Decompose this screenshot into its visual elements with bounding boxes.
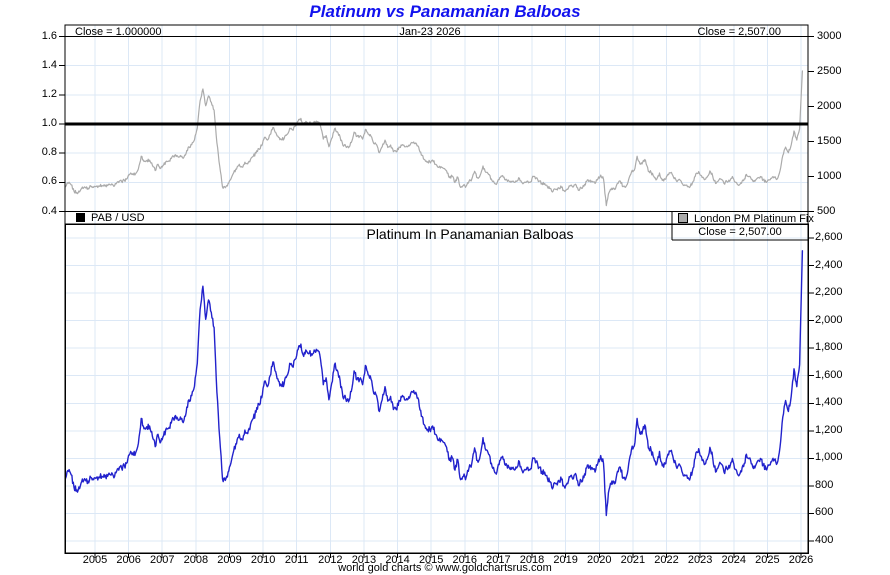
top-close-right-label: Close = 2,507.00 xyxy=(697,26,781,38)
x-axis-year-label: 2009 xyxy=(217,554,242,566)
bottom-right-axis-tick-label: 2,000 xyxy=(815,313,843,326)
x-axis-year-label: 2010 xyxy=(250,554,276,566)
top-left-axis-tick-label: 1.6 xyxy=(41,29,57,42)
x-axis-year-label: 2019 xyxy=(553,554,578,566)
pab-usd-swatch-icon xyxy=(76,213,85,222)
x-axis-year-label: 2012 xyxy=(318,554,343,566)
page-title: Platinum vs Panamanian Balboas xyxy=(309,2,581,21)
x-axis-year-label: 2013 xyxy=(351,554,377,566)
x-axis-year-label: 2017 xyxy=(486,554,511,566)
bottom-panel-title: Platinum In Panamanian Balboas xyxy=(366,226,574,242)
x-axis-year-label: 2006 xyxy=(116,554,141,566)
x-axis-year-label: 2008 xyxy=(183,554,209,566)
top-left-axis-tick-label: 0.8 xyxy=(41,146,57,159)
x-axis-year-label: 2024 xyxy=(721,554,746,566)
bottom-right-axis-tick-label: 1,000 xyxy=(815,451,843,464)
top-right-axis-tick-label: 1000 xyxy=(817,169,842,182)
x-axis-year-label: 2007 xyxy=(149,554,175,566)
top-left-axis-tick-label: 1.0 xyxy=(41,117,57,129)
x-axis-year-label: 2011 xyxy=(284,554,309,566)
top-right-axis-tick-label: 2500 xyxy=(817,64,842,77)
bottom-right-axis-tick-label: 1,200 xyxy=(815,423,843,436)
bottom-right-axis-tick-label: 1,600 xyxy=(815,368,843,381)
bottom-close-label: Close = 2,507.00 xyxy=(698,226,782,238)
x-axis-year-label: 2023 xyxy=(687,554,713,566)
bottom-right-axis-tick-label: 2,400 xyxy=(815,258,843,271)
footer-credit: world gold charts © www.goldchartsrus.co… xyxy=(338,562,552,574)
bottom-right-axis-tick-label: 1,800 xyxy=(815,341,843,354)
platinum-fix-legend-label: London PM Platinum Fix xyxy=(694,213,814,225)
top-left-axis-tick-label: 1.4 xyxy=(41,58,57,71)
top-left-axis-tick-label: 0.4 xyxy=(41,204,57,217)
x-axis-year-label: 2014 xyxy=(385,554,410,566)
chart-date-label: Jan-23 2026 xyxy=(399,26,461,38)
x-axis-year-label: 2016 xyxy=(452,554,478,566)
top-right-axis-tick-label: 500 xyxy=(817,204,836,217)
platinum-fix-swatch-icon xyxy=(678,213,688,223)
bottom-right-axis-tick-label: 2,200 xyxy=(815,286,843,299)
x-axis-year-label: 2015 xyxy=(418,554,444,566)
x-axis-year-label: 2018 xyxy=(519,554,545,566)
x-axis-year-label: 2021 xyxy=(620,554,646,566)
bottom-right-axis-tick-label: 800 xyxy=(815,478,834,491)
bottom-right-axis-tick-label: 400 xyxy=(815,534,834,546)
platinum-fix-legend: London PM Platinum Fix xyxy=(678,213,814,225)
pab-usd-legend-label: PAB / USD xyxy=(91,212,145,224)
bottom-right-axis-tick-label: 2,600 xyxy=(815,231,843,243)
x-axis-year-label: 2022 xyxy=(654,554,679,566)
top-right-axis-tick-label: 3000 xyxy=(817,29,842,42)
bottom-right-axis-tick-label: 1,400 xyxy=(815,396,843,409)
top-right-axis-tick-label: 1500 xyxy=(817,134,842,147)
top-left-axis-tick-label: 1.2 xyxy=(41,87,57,100)
top-left-axis-tick-label: 0.6 xyxy=(41,175,57,188)
x-axis-year-label: 2005 xyxy=(82,554,108,566)
bottom-right-axis-tick-label: 600 xyxy=(815,506,834,519)
x-axis-year-label: 2026 xyxy=(788,554,814,566)
top-close-left-label: Close = 1.000000 xyxy=(75,26,162,38)
pab-usd-legend: PAB / USD xyxy=(76,213,145,224)
x-axis-year-label: 2025 xyxy=(755,554,780,566)
top-right-axis-tick-label: 2000 xyxy=(817,99,842,112)
x-axis-year-label: 2020 xyxy=(587,554,612,566)
